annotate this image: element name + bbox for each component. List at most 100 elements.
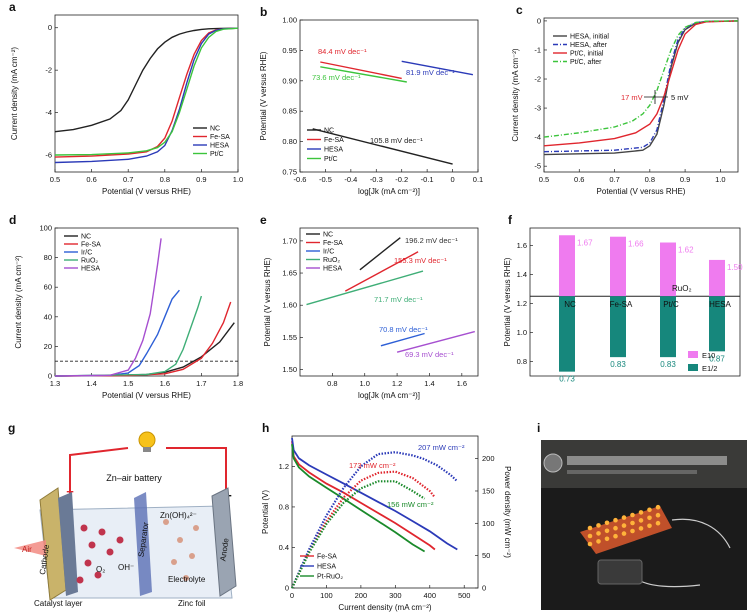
panel-letter: h [262, 421, 269, 435]
legend-entry: NC [210, 126, 220, 133]
plot-frame [291, 435, 479, 589]
led-light-icon [613, 517, 618, 523]
panel-a: a 0.5 0.6 0.7 0.8 0.9 1.0 0 -2 -4 -6 Potential (V v… [9, 0, 243, 196]
x-tick-label: 0.8 [160, 175, 170, 184]
bar-e10-ptc [660, 242, 676, 297]
plot-frame [54, 14, 239, 173]
y2-tick-label: 0 [482, 584, 486, 593]
y-tick-label: 100 [39, 224, 52, 233]
y-axis-label: Potential (V) [261, 490, 270, 534]
led-light-icon [655, 520, 661, 526]
series-line-ruo- [54, 295, 203, 377]
y-tick-label: 1.6 [517, 241, 527, 250]
power-curve-hesa-power [290, 451, 459, 589]
led-light-icon [655, 504, 661, 510]
legend-entry: HESA [323, 266, 342, 273]
y-tick-label: -2 [534, 75, 541, 84]
banner-subtext-graphic [567, 470, 697, 474]
x-tick-label: -0.6 [294, 175, 307, 184]
category-label-ruo2: RuO₂ [672, 284, 692, 293]
panel-i: i [537, 421, 747, 610]
x-tick-label: 1.0 [360, 379, 370, 388]
y-tick-label: 80 [44, 253, 52, 262]
led-light-icon [621, 515, 627, 520]
x-tick-label: 0.9 [680, 175, 690, 184]
zincate-ion-icon [171, 559, 177, 565]
x-tick-label: 1.6 [457, 379, 467, 388]
panel-letter: b [260, 5, 267, 19]
led-light-icon [638, 518, 644, 523]
legend-entry: NC [324, 128, 334, 135]
x-tick-label: -0.3 [370, 175, 383, 184]
panel-letter: a [9, 0, 16, 14]
x-tick-label: 0.8 [645, 175, 655, 184]
y-axis-label: Potential (V versus RHE) [263, 257, 272, 346]
y-tick-label: 0 [48, 23, 52, 32]
panel-e: e 0.8 1.0 1.2 1.4 1.6 1.50 1.55 1.60 1.65 1.70 log[… [260, 213, 479, 400]
legend-entry: Pt/C, initial [570, 51, 604, 58]
legend-entry: HESA [317, 564, 336, 571]
plot-frame [529, 227, 741, 377]
y-tick-label: -4 [534, 133, 541, 142]
cathode-label: Cathode [38, 544, 51, 576]
x-tick-label: 1.6 [160, 379, 170, 388]
series-line-ir-c [54, 289, 180, 377]
panel-letter: f [508, 213, 513, 227]
y-tick-label: 0 [537, 16, 541, 25]
y-tick-label: 1.4 [517, 270, 527, 279]
y-tick-label: 40 [44, 312, 52, 321]
led-light-icon [587, 541, 593, 547]
lightbulb-base [143, 447, 151, 452]
y-tick-label: 1.60 [282, 301, 297, 310]
bar-e12-hesa [709, 296, 725, 352]
air-arrow-icon [14, 540, 46, 556]
led-light-icon [596, 523, 601, 528]
legend-entry: Fe-SA [210, 134, 230, 141]
y2-axis-label: Power density (mW cm⁻²) [503, 466, 512, 558]
x-axis-label: Potential (V versus RHE) [102, 391, 191, 400]
x-tick-label: -0.5 [319, 175, 332, 184]
series-line-pt-c [320, 66, 407, 83]
y-tick-label: 20 [44, 342, 52, 351]
series-line-hesa-initial [543, 20, 739, 156]
bar-value-e12: 0.87 [709, 354, 725, 363]
zincate-ion-icon [177, 537, 183, 543]
led-light-icon [621, 523, 627, 528]
catalyst-layer-plate [58, 492, 78, 596]
led-light-icon [630, 520, 635, 526]
y-tick-label: 1.0 [517, 328, 527, 337]
led-light-icon [655, 512, 661, 518]
legend-swatch-e10 [688, 351, 698, 358]
legend-entry: RuO₂ [81, 258, 98, 265]
y-tick-label: 0.8 [517, 357, 527, 366]
x-tick-label: 1.3 [50, 379, 60, 388]
y-tick-label: 1.00 [282, 16, 297, 25]
x-tick-label: 0.7 [609, 175, 619, 184]
bar-value-e10: 1.62 [678, 246, 694, 255]
x-axis-label: log[Jk (mA cm⁻²)] [358, 187, 420, 196]
bar-value-e10: 1.50 [727, 263, 743, 272]
series-line-hesa [291, 437, 458, 551]
y-tick-label: 1.70 [282, 236, 297, 245]
plot-frame [543, 17, 739, 173]
y-axis-label: Potential (V versus RHE) [259, 51, 268, 140]
circuit-wire [69, 447, 227, 498]
power-curve-fe-sa-power [291, 470, 436, 589]
slope-annotation: 155.3 mV dec⁻¹ [394, 256, 447, 265]
bar-e10-nc [559, 235, 575, 297]
slope-annotation: 196.2 mV dec⁻¹ [405, 236, 458, 245]
legend-entry: HESA [81, 266, 100, 273]
x-tick-label: 200 [355, 591, 368, 600]
peak-power-annotation: 207 mW cm⁻² [418, 443, 465, 452]
x-tick-label: 1.5 [123, 379, 133, 388]
y-tick-label: -6 [45, 151, 52, 160]
o2-molecule-icon [94, 571, 102, 579]
anode-plate [211, 487, 237, 597]
catalyst-layer-label: Catalyst layer [34, 599, 83, 608]
y-tick-label: -5 [534, 162, 541, 171]
legend-entry: Pt/C [324, 156, 338, 163]
anode-label: Anode [218, 537, 230, 562]
series-line-pt-c-after [543, 20, 739, 138]
power-curve-pt-ruo-power [291, 480, 426, 589]
